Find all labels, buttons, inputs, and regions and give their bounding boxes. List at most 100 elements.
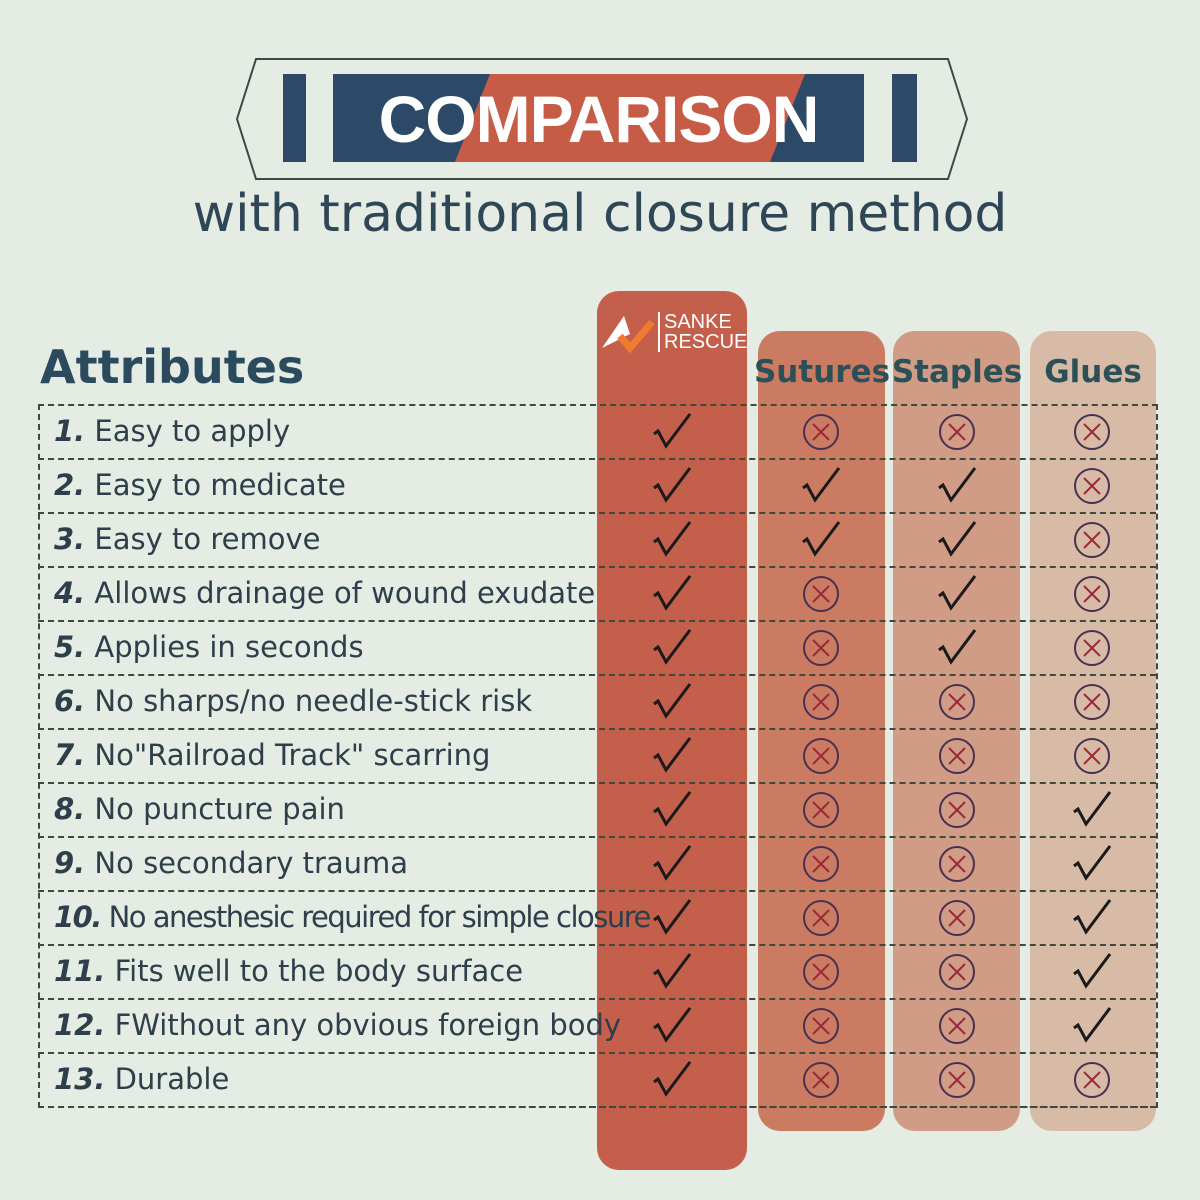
table-row — [38, 620, 1156, 676]
table-row — [38, 836, 1156, 892]
row-number: 7. — [54, 738, 86, 772]
column-sutures — [758, 331, 885, 1131]
row-text: Applies in seconds — [94, 630, 364, 664]
cross-circle-icon — [791, 405, 851, 459]
row-label: 3. Easy to remove — [54, 512, 320, 566]
table-row — [38, 944, 1156, 1000]
check-icon — [642, 945, 702, 999]
row-label: 9. No secondary trauma — [54, 836, 408, 890]
row-text: No"Railroad Track" scarring — [94, 738, 491, 772]
cross-circle-icon — [791, 999, 851, 1053]
attributes-heading: Attributes — [40, 340, 305, 394]
check-icon — [642, 999, 702, 1053]
row-text: FWithout any obvious foreign body — [114, 1008, 622, 1042]
row-text: No puncture pain — [94, 792, 345, 826]
check-icon — [1062, 891, 1122, 945]
row-number: 3. — [54, 522, 86, 556]
row-text: Easy to remove — [94, 522, 321, 556]
banner-bar-left — [283, 74, 306, 162]
cross-circle-icon — [791, 621, 851, 675]
cross-circle-icon — [927, 945, 987, 999]
row-text: No secondary trauma — [94, 846, 409, 880]
cross-circle-icon — [1062, 405, 1122, 459]
cross-circle-icon — [791, 729, 851, 783]
row-text: Allows drainage of wound exudate — [94, 576, 596, 610]
row-number: 11. — [54, 954, 106, 988]
row-label: 4. Allows drainage of wound exudate — [54, 566, 595, 620]
table-row — [38, 782, 1156, 838]
check-icon — [1062, 783, 1122, 837]
cross-circle-icon — [1062, 621, 1122, 675]
row-number: 5. — [54, 630, 86, 664]
check-icon — [642, 1053, 702, 1107]
row-text: Easy to medicate — [94, 468, 346, 502]
table-row — [38, 404, 1156, 460]
cross-circle-icon — [791, 1053, 851, 1107]
row-label: 6. No sharps/no needle-stick risk — [54, 674, 532, 728]
brand-name-line1: SANKE — [664, 311, 732, 333]
column-staples — [893, 331, 1020, 1131]
check-icon — [642, 621, 702, 675]
brand-logo-icon — [602, 316, 655, 354]
check-icon — [642, 405, 702, 459]
column-header-glues: Glues — [1044, 354, 1142, 390]
page-title: COMPARISON — [378, 82, 820, 156]
banner-frame — [236, 58, 968, 180]
cross-circle-icon — [791, 837, 851, 891]
table-row — [38, 512, 1156, 568]
table-row — [38, 890, 1156, 946]
check-icon — [642, 891, 702, 945]
table-row — [38, 1052, 1156, 1108]
cross-circle-icon — [791, 891, 851, 945]
row-label: 10. No anesthesic required for simple cl… — [54, 890, 652, 944]
row-text: No anesthesic required for simple closur… — [108, 900, 652, 934]
brand-logo: SANKE RESCUE — [600, 311, 748, 356]
cross-circle-icon — [1062, 675, 1122, 729]
cross-circle-icon — [927, 729, 987, 783]
column-glues — [1030, 331, 1156, 1131]
row-label: 13. Durable — [54, 1052, 229, 1106]
check-icon — [791, 459, 851, 513]
row-number: 10. — [54, 900, 102, 934]
row-text: Durable — [114, 1062, 230, 1096]
cross-circle-icon — [1062, 513, 1122, 567]
row-label: 2. Easy to medicate — [54, 458, 346, 512]
table-row — [38, 998, 1156, 1054]
check-icon — [1062, 945, 1122, 999]
check-icon — [1062, 837, 1122, 891]
check-icon — [927, 513, 987, 567]
check-icon — [1062, 999, 1122, 1053]
row-label: 7. No"Railroad Track" scarring — [54, 728, 490, 782]
cross-circle-icon — [1062, 567, 1122, 621]
check-icon — [642, 513, 702, 567]
cross-circle-icon — [927, 891, 987, 945]
cross-circle-icon — [927, 1053, 987, 1107]
table-row — [38, 566, 1156, 622]
check-icon — [927, 621, 987, 675]
cross-circle-icon — [791, 567, 851, 621]
table-row — [38, 728, 1156, 784]
check-icon — [642, 783, 702, 837]
cross-circle-icon — [791, 783, 851, 837]
check-icon — [791, 513, 851, 567]
table-row — [38, 458, 1156, 514]
row-number: 12. — [54, 1008, 106, 1042]
row-label: 5. Applies in seconds — [54, 620, 364, 674]
row-number: 9. — [54, 846, 86, 880]
row-number: 1. — [54, 414, 86, 448]
row-number: 2. — [54, 468, 86, 502]
cross-circle-icon — [927, 405, 987, 459]
cross-circle-icon — [927, 783, 987, 837]
column-header-staples: Staples — [891, 354, 1023, 390]
banner-accent — [455, 74, 805, 162]
check-icon — [927, 459, 987, 513]
cross-circle-icon — [927, 999, 987, 1053]
cross-circle-icon — [791, 675, 851, 729]
row-number: 13. — [54, 1062, 106, 1096]
row-label: 11. Fits well to the body surface — [54, 944, 523, 998]
check-icon — [642, 459, 702, 513]
brand-name-line2: RESCUE — [664, 331, 748, 353]
row-label: 8. No puncture pain — [54, 782, 345, 836]
check-icon — [927, 567, 987, 621]
cross-circle-icon — [927, 675, 987, 729]
